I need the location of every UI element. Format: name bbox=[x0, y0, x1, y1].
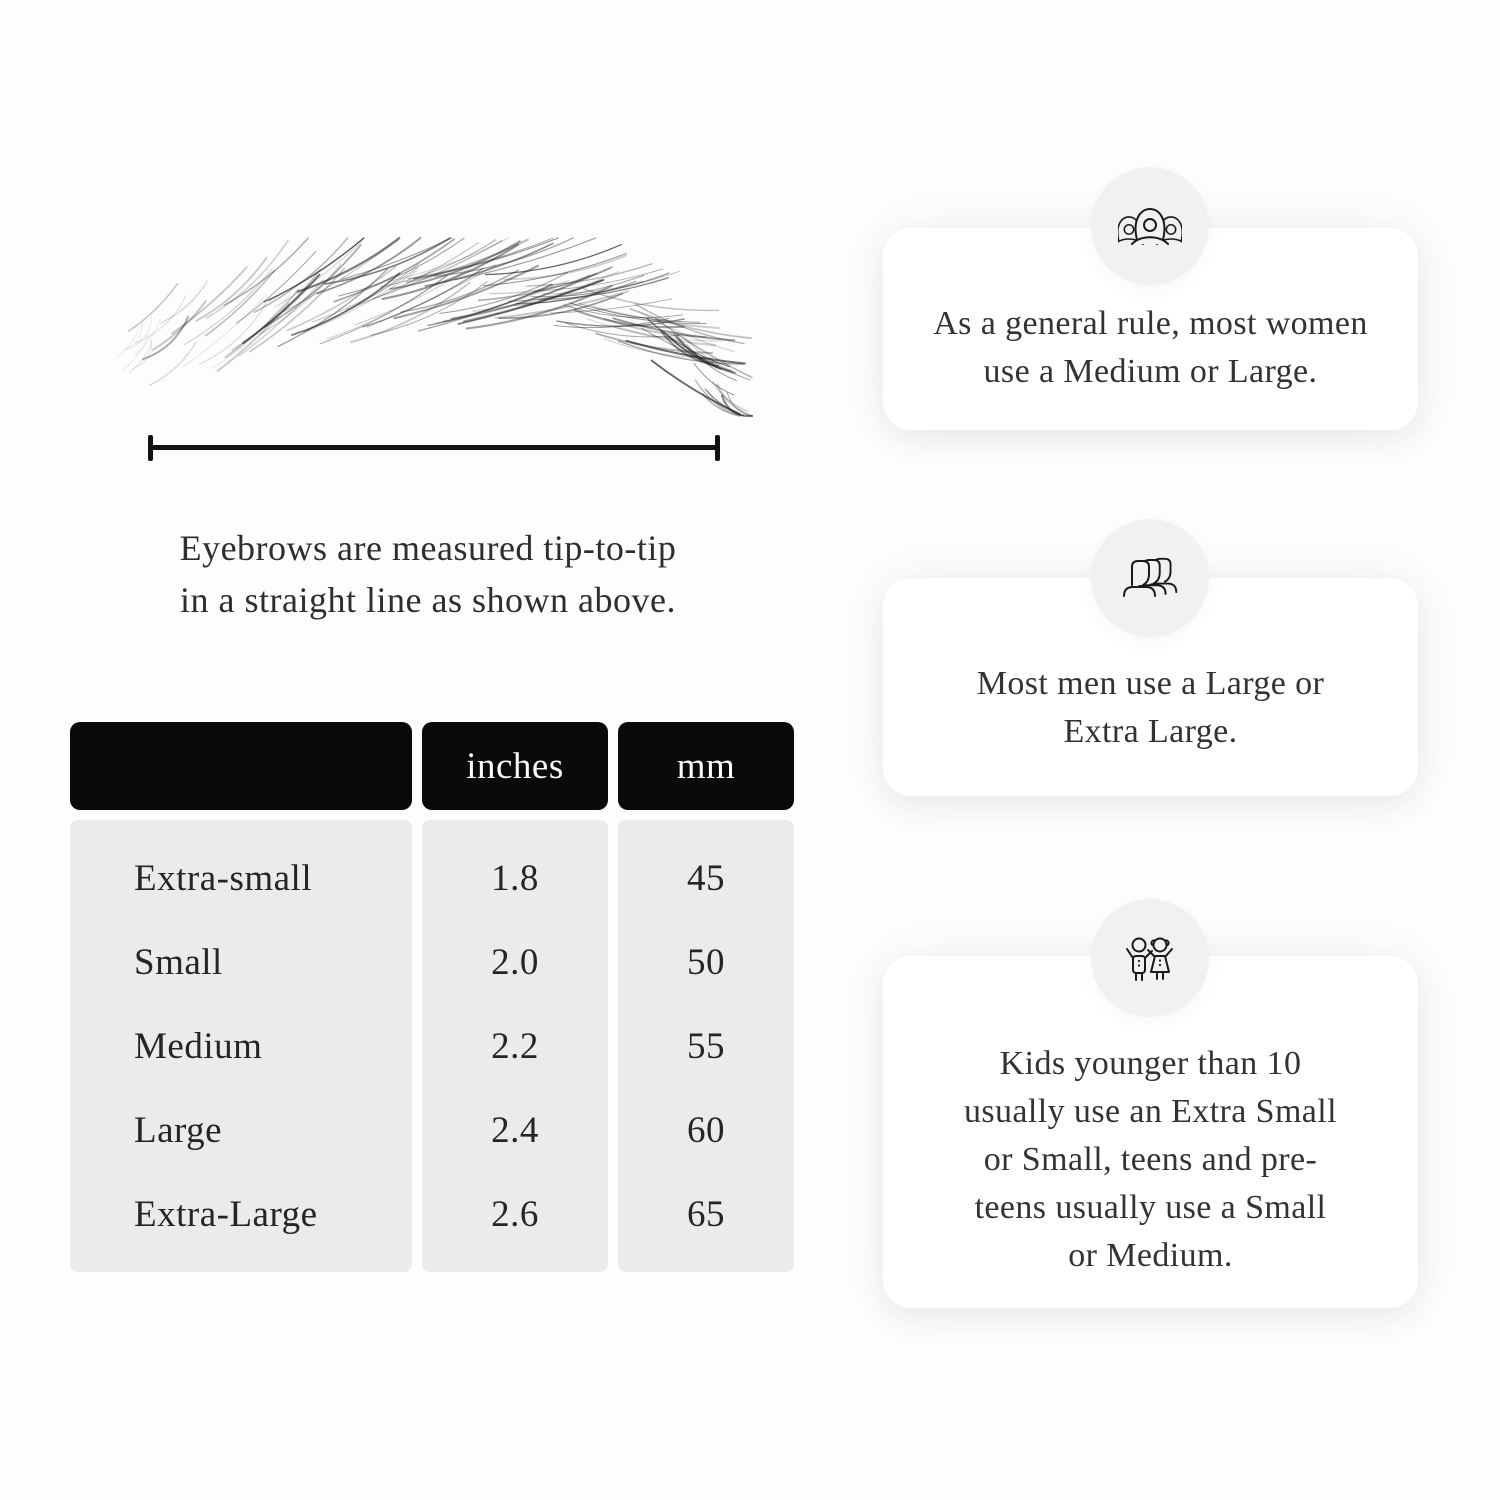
measurement-line bbox=[148, 433, 720, 463]
card-kids-text: Kids younger than 10 usually use an Extr… bbox=[964, 1045, 1337, 1274]
women-icon bbox=[1118, 208, 1182, 246]
size-table-mm-column: mm 45 50 55 60 65 bbox=[618, 722, 794, 1272]
size-table-label-body: Extra-small Small Medium Large Extra-Lar… bbox=[70, 820, 412, 1272]
card-kids: Kids younger than 10 usually use an Extr… bbox=[883, 956, 1418, 1308]
size-row-label: Medium bbox=[134, 1025, 263, 1067]
size-row-inches: 2.0 bbox=[491, 941, 539, 983]
size-row-mm: 55 bbox=[687, 1025, 725, 1067]
size-row-inches: 2.2 bbox=[491, 1025, 539, 1067]
size-row-mm: 65 bbox=[687, 1193, 725, 1235]
size-row-mm: 50 bbox=[687, 941, 725, 983]
caption-line: in a straight line as shown above. bbox=[180, 580, 676, 620]
card-women-text: As a general rule, most women use a Medi… bbox=[933, 305, 1368, 390]
size-row-mm: 45 bbox=[687, 857, 725, 899]
size-table-header-blank bbox=[70, 722, 412, 810]
caption-line: Eyebrows are measured tip-to-tip bbox=[179, 528, 677, 568]
size-table-inches-body: 1.8 2.0 2.2 2.4 2.6 bbox=[422, 820, 608, 1272]
men-icon bbox=[1123, 557, 1178, 597]
eyebrow-illustration bbox=[115, 236, 754, 418]
size-table-label-column: Extra-small Small Medium Large Extra-Lar… bbox=[70, 722, 412, 1272]
measurement-bar bbox=[150, 445, 718, 450]
size-row-label: Small bbox=[134, 941, 223, 983]
women-icon-circle bbox=[1091, 167, 1209, 285]
kids-icon bbox=[1126, 937, 1173, 981]
measurement-tick-right bbox=[715, 435, 720, 461]
men-icon-circle bbox=[1091, 519, 1209, 637]
size-row-inches: 2.4 bbox=[491, 1109, 539, 1151]
measurement-caption: Eyebrows are measured tip-to-tip in a st… bbox=[108, 522, 748, 626]
card-women: As a general rule, most women use a Medi… bbox=[883, 228, 1418, 430]
size-table-inches-column: inches 1.8 2.0 2.2 2.4 2.6 bbox=[422, 722, 608, 1272]
kids-icon-circle bbox=[1091, 899, 1209, 1017]
size-table-header-mm: mm bbox=[618, 722, 794, 810]
size-table-mm-body: 45 50 55 60 65 bbox=[618, 820, 794, 1272]
size-row-mm: 60 bbox=[687, 1109, 725, 1151]
size-row-inches: 1.8 bbox=[491, 857, 539, 899]
size-row-label: Extra-Large bbox=[134, 1193, 318, 1235]
size-row-inches: 2.6 bbox=[491, 1193, 539, 1235]
size-row-label: Large bbox=[134, 1109, 223, 1151]
card-men-text: Most men use a Large or Extra Large. bbox=[976, 665, 1325, 750]
size-row-label: Extra-small bbox=[134, 857, 313, 899]
size-table-header-inches: inches bbox=[422, 722, 608, 810]
